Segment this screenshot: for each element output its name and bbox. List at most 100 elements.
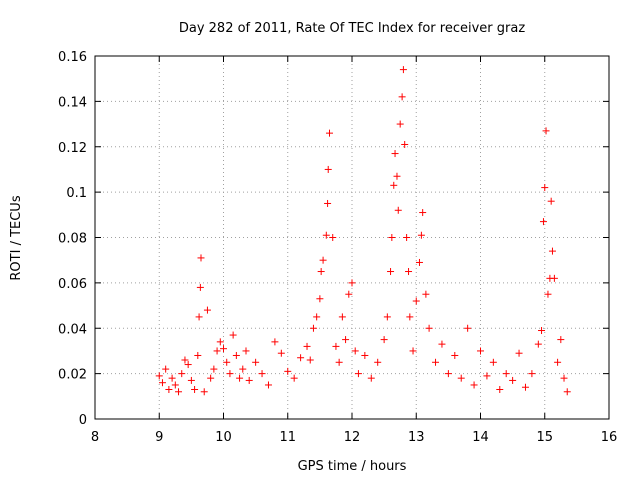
data-point [406, 313, 414, 321]
data-point [303, 342, 311, 350]
data-point [200, 388, 208, 396]
data-point [457, 374, 465, 382]
data-point [324, 199, 332, 207]
data-point [403, 234, 411, 241]
data-point [409, 347, 417, 355]
data-point [398, 93, 406, 101]
data-point [548, 247, 556, 255]
x-tick-label: 9 [155, 430, 163, 445]
data-point [419, 209, 427, 217]
data-point [477, 347, 484, 355]
data-point [390, 181, 398, 189]
data-point [223, 358, 231, 366]
data-point [162, 365, 170, 373]
data-point [422, 290, 430, 298]
data-point [415, 258, 423, 266]
data-point [319, 256, 327, 264]
data-point [197, 254, 205, 262]
data-point [326, 129, 334, 137]
data-point [393, 172, 401, 180]
data-point [245, 376, 253, 384]
data-point [483, 372, 491, 380]
data-point [515, 349, 523, 357]
x-tick-label: 13 [408, 430, 425, 445]
data-point [464, 324, 472, 332]
data-point [181, 356, 189, 364]
data-point [367, 374, 375, 382]
data-point [324, 165, 332, 173]
data-point [351, 347, 359, 355]
data-point [306, 356, 314, 364]
data-point [210, 365, 218, 373]
y-tick-label: 0.04 [58, 322, 87, 337]
data-point [175, 388, 183, 396]
data-point [391, 150, 399, 158]
data-point [232, 351, 240, 359]
data-point [196, 283, 204, 291]
data-point [432, 358, 440, 366]
data-point [547, 197, 555, 205]
data-point [560, 374, 568, 382]
data-point [284, 367, 292, 375]
data-point [438, 340, 446, 348]
data-point [342, 336, 350, 344]
data-point [509, 376, 517, 384]
data-point [489, 358, 497, 366]
data-point [396, 120, 404, 128]
data-points [155, 66, 571, 396]
data-point [470, 381, 478, 389]
data-point [316, 295, 324, 303]
data-point [165, 386, 173, 394]
y-tick-label: 0.16 [58, 50, 87, 65]
data-point [290, 374, 298, 382]
data-point [317, 268, 325, 276]
data-point [354, 370, 362, 378]
data-point [264, 381, 272, 389]
data-point [297, 354, 305, 362]
data-point [401, 140, 409, 148]
data-point [226, 370, 234, 378]
data-point [187, 376, 195, 384]
data-point [322, 231, 330, 239]
data-point [348, 279, 356, 287]
axis-ticks: 8 9 10 11 12 13 14 15 16 0 0.02 0.04 0.06 0.08 0.1 0.12… [58, 50, 617, 445]
data-point [229, 331, 237, 339]
data-point [399, 66, 407, 74]
data-point [236, 374, 244, 382]
data-point [277, 349, 285, 357]
data-point [258, 370, 266, 378]
data-point [338, 313, 346, 321]
data-point [544, 290, 552, 298]
data-point [444, 370, 452, 378]
data-point [207, 374, 215, 382]
data-point [539, 218, 547, 226]
data-point [195, 313, 203, 321]
data-point [213, 347, 221, 355]
data-point [541, 184, 549, 192]
data-point [417, 231, 425, 239]
data-point [178, 370, 186, 378]
data-point [313, 313, 321, 321]
x-tick-label: 14 [472, 430, 489, 445]
y-tick-label: 0.14 [58, 95, 87, 110]
y-tick-label: 0.02 [58, 368, 87, 383]
data-point [271, 338, 279, 346]
data-point [502, 370, 510, 378]
data-point [216, 338, 224, 346]
data-point [534, 340, 542, 348]
data-point [387, 268, 395, 276]
data-point [171, 381, 179, 389]
x-tick-label: 16 [601, 430, 618, 445]
data-point [394, 206, 402, 214]
data-point [329, 234, 337, 241]
chart-title: Day 282 of 2011, Rate Of TEC Index for r… [179, 21, 525, 36]
x-tick-label: 10 [215, 430, 232, 445]
data-point [554, 358, 562, 366]
data-point [412, 297, 420, 305]
y-tick-label: 0.1 [66, 186, 87, 201]
grid [95, 56, 609, 419]
data-point [563, 388, 571, 396]
data-point [557, 336, 565, 344]
data-point [528, 370, 536, 378]
